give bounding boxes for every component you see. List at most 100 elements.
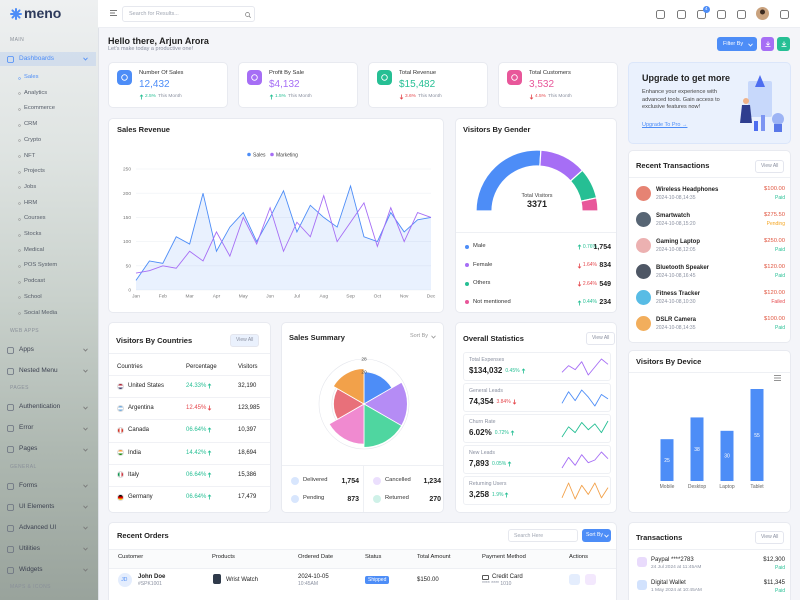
series-line — [135, 194, 432, 274]
menu-item[interactable]: UI Elements — [19, 502, 55, 510]
filter-button[interactable]: Filter By — [717, 37, 757, 51]
logo-icon — [10, 8, 22, 20]
stat-card: Total Customers 3,532 4.5% This Month — [498, 62, 618, 108]
menu-icon-shape — [7, 503, 14, 511]
chevron-icon — [83, 484, 88, 488]
overall-statistics-card: Overall Statistics View All Total Expenses… — [455, 322, 617, 513]
action-icon-shape — [781, 41, 786, 47]
submenu-dot-shape — [18, 312, 21, 315]
submenu-item[interactable]: CRM — [24, 121, 38, 128]
submenu-dot — [18, 123, 21, 127]
transaction-name: Fitness Tracker — [656, 291, 701, 297]
card-title: Sales Revenue — [117, 125, 170, 134]
sparkline — [561, 420, 609, 438]
order-time: 10:45AM — [298, 581, 319, 587]
submenu-item[interactable]: Analytics — [24, 89, 48, 96]
legend-label: Others — [473, 280, 491, 286]
orders-sort-button[interactable]: Sort By — [582, 529, 611, 542]
stat-item: New Leads 7,893 0.05% — [463, 445, 611, 474]
submenu-item[interactable]: Podcast — [24, 278, 45, 285]
menu-item[interactable]: Forms — [19, 481, 38, 489]
trend-arrow — [399, 94, 404, 100]
submenu-item[interactable]: HRM — [24, 199, 38, 206]
view-all-button[interactable]: View All — [755, 531, 785, 544]
submenu-item[interactable]: NFT — [24, 152, 36, 159]
submenu-item[interactable]: Courses — [24, 215, 46, 222]
country-flag — [117, 449, 124, 457]
payment-method: Credit Card — [492, 574, 523, 580]
header-icon — [717, 10, 726, 19]
transaction-amount: $250.00 — [764, 238, 785, 244]
column-header: Actions — [569, 554, 589, 560]
illustration-person-head — [743, 98, 749, 104]
menu-item[interactable]: Utilities — [19, 544, 40, 552]
menu-item[interactable]: Nested Menu — [19, 366, 58, 374]
orders-search-box[interactable]: Search Here — [508, 529, 578, 542]
action-view[interactable] — [569, 574, 580, 585]
view-all-button[interactable]: View All — [755, 160, 785, 173]
search-box[interactable]: Search for Results... — [122, 6, 255, 22]
submenu-item[interactable]: POS System — [24, 262, 58, 269]
divider — [456, 232, 616, 233]
trend-arrow — [208, 427, 212, 433]
menu-icon — [7, 55, 14, 63]
action-button[interactable] — [761, 37, 774, 51]
stat-item-change: 0.45% — [505, 367, 520, 374]
menu-item[interactable]: Apps — [19, 345, 34, 353]
bar-value-label: 38 — [694, 447, 700, 453]
submenu-dot — [18, 139, 21, 143]
submenu-item[interactable]: Social Media — [24, 309, 58, 316]
submenu-item[interactable]: School — [24, 293, 42, 300]
stat-title: Number Of Sales — [139, 70, 184, 76]
submenu-item[interactable]: Ecommerce — [24, 105, 55, 112]
trend-arrow — [510, 430, 515, 436]
transaction-date: 2024-10-08,12:05 — [656, 247, 696, 253]
view-all-button[interactable]: View All — [230, 334, 260, 347]
stat-item-value: $134,032 — [469, 366, 503, 375]
transaction-amount: $11,345 — [763, 580, 785, 586]
trend-icon — [208, 383, 212, 389]
submenu-item[interactable]: Stocks — [24, 231, 42, 237]
notification-badge: 4 — [703, 6, 710, 13]
trend-icon — [139, 94, 144, 100]
submenu-item[interactable]: Projects — [24, 168, 45, 175]
sort-label[interactable]: Sort By — [410, 333, 429, 339]
transaction-name: Smartwatch — [656, 213, 691, 219]
chevron-icon — [431, 335, 436, 339]
country-visitors: 18,694 — [238, 449, 257, 456]
submenu-item[interactable]: Sales — [24, 74, 39, 80]
visitors-by-gender-card: Visitors By Gender Total Visitors 3371 Male… — [455, 118, 617, 313]
active-menu-band — [0, 52, 96, 66]
menu-item[interactable]: Authentication — [19, 403, 61, 410]
submenu-dot — [18, 249, 21, 252]
menu-item[interactable]: Pages — [19, 445, 38, 452]
stat-icon — [507, 70, 522, 85]
legend-change-value: 1.64% — [582, 262, 597, 268]
stat-icon — [117, 70, 132, 85]
menu-item[interactable]: Widgets — [19, 565, 43, 573]
x-tick-label: Feb — [159, 294, 168, 300]
donut-center-label: Total Visitors — [521, 193, 552, 199]
submenu-dot-shape — [18, 92, 21, 95]
menu-item[interactable]: Error — [19, 424, 34, 431]
recent-orders-card: Recent Orders Search Here Sort By Customer P… — [108, 522, 617, 600]
action-edit[interactable] — [585, 574, 596, 585]
menu-heading: GENERAL — [10, 463, 37, 470]
column-header: Total Amount — [417, 554, 451, 560]
header-icon — [697, 10, 706, 19]
chevron-icon — [83, 427, 88, 431]
menu-item[interactable]: Dashboards — [19, 54, 55, 62]
upgrade-link[interactable]: Upgrade To Pro → — [642, 122, 688, 128]
submenu-item[interactable]: Jobs — [24, 183, 37, 190]
submenu-item[interactable]: Medical — [24, 246, 44, 253]
stat-icon-glyph — [251, 74, 258, 81]
submenu-item[interactable]: Crypto — [24, 136, 42, 143]
trend-arrow — [512, 399, 516, 405]
stat-item-value-row: 7,893 0.05% — [469, 460, 513, 468]
chevron — [748, 43, 753, 47]
menu-item[interactable]: Advanced UI — [19, 523, 57, 531]
action-button[interactable] — [777, 37, 790, 51]
view-all-button[interactable]: View All — [586, 332, 616, 345]
country-name: United States — [128, 383, 165, 389]
transaction-amount: $275.50 — [764, 212, 785, 218]
